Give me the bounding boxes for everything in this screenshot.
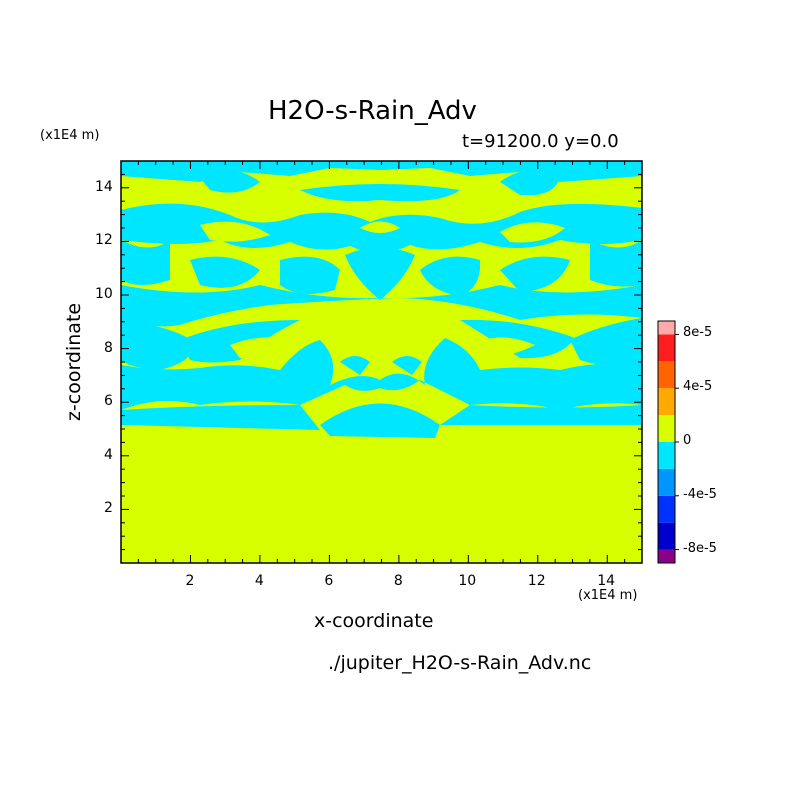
- colorbar-segment: [658, 388, 675, 416]
- negative-region: [300, 184, 460, 202]
- y-tick-label: 2: [104, 500, 113, 517]
- colorbar-segment: [658, 549, 675, 563]
- x-unit-label: (x1E4 m): [578, 588, 638, 603]
- colorbar-segment: [658, 522, 675, 550]
- x-tick-label: 14: [597, 573, 616, 589]
- x-tick-label: 10: [458, 573, 477, 589]
- positive-region: [360, 221, 400, 233]
- negative-region: [121, 318, 192, 370]
- colorbar-label: 8e-5: [683, 325, 713, 341]
- colorbar-segment: [658, 415, 675, 442]
- negative-region: [320, 425, 440, 438]
- negative-regions: [121, 161, 642, 438]
- colorbar-label: -4e-5: [683, 486, 717, 502]
- negative-region: [121, 240, 170, 285]
- y-tick-label: 14: [95, 178, 113, 195]
- colorbar-segment: [658, 468, 675, 496]
- negative-region: [460, 319, 575, 359]
- x-tick-label: 6: [324, 573, 334, 589]
- chart-title: H2O-s-Rain_Adv: [268, 96, 477, 126]
- x-tick-label: 4: [254, 573, 264, 589]
- colorbar-segment: [658, 361, 675, 389]
- axis-ticks: [121, 161, 642, 563]
- negative-region: [280, 256, 340, 294]
- colorbar-label: 4e-5: [683, 379, 713, 395]
- positive-region: [200, 221, 270, 242]
- colorbar-segment: [658, 334, 675, 362]
- negative-region: [392, 356, 422, 375]
- footer-filename: ./jupiter_H2O-s-Rain_Adv.nc: [328, 652, 592, 674]
- positive-region: [230, 337, 300, 359]
- colorbar-label: 0: [683, 433, 692, 448]
- x-tick-label: 2: [185, 573, 195, 589]
- positive-region: [470, 337, 535, 359]
- negative-region: [440, 405, 642, 425]
- y-axis-label: z-coordinate: [63, 302, 85, 422]
- negative-region: [121, 405, 320, 430]
- negative-region: [500, 169, 560, 196]
- y-tick-label: 4: [104, 446, 113, 463]
- negative-region: [121, 338, 642, 410]
- negative-region: [121, 161, 642, 182]
- y-tick-label: 8: [104, 339, 113, 356]
- y-unit-label: (x1E4 m): [40, 128, 100, 143]
- x-tick-label: 8: [393, 573, 403, 589]
- y-tick-label: 12: [95, 232, 113, 249]
- y-tick-label: 6: [104, 393, 113, 410]
- negative-region: [121, 285, 642, 327]
- negative-region: [340, 356, 370, 375]
- x-tick-label: 12: [527, 573, 546, 589]
- negative-region: [420, 256, 481, 296]
- colorbar-label: -8e-5: [683, 540, 717, 556]
- negative-region: [590, 240, 642, 287]
- positive-region: [500, 222, 565, 243]
- contour-field: [121, 161, 642, 563]
- y-tick-label: 10: [95, 286, 113, 302]
- colorbar-segment: [658, 495, 675, 523]
- chart-subtitle: t=91200.0 y=0.0: [462, 131, 619, 152]
- colorbar-segment: [658, 321, 675, 335]
- negative-region: [570, 318, 642, 367]
- negative-region: [180, 320, 300, 363]
- negative-region: [500, 256, 570, 292]
- negative-region: [190, 256, 260, 288]
- negative-region: [200, 169, 260, 193]
- x-axis-label: x-coordinate: [314, 610, 434, 632]
- colorbar: [657, 320, 679, 564]
- negative-region: [345, 247, 415, 300]
- colorbar-segment: [658, 442, 675, 469]
